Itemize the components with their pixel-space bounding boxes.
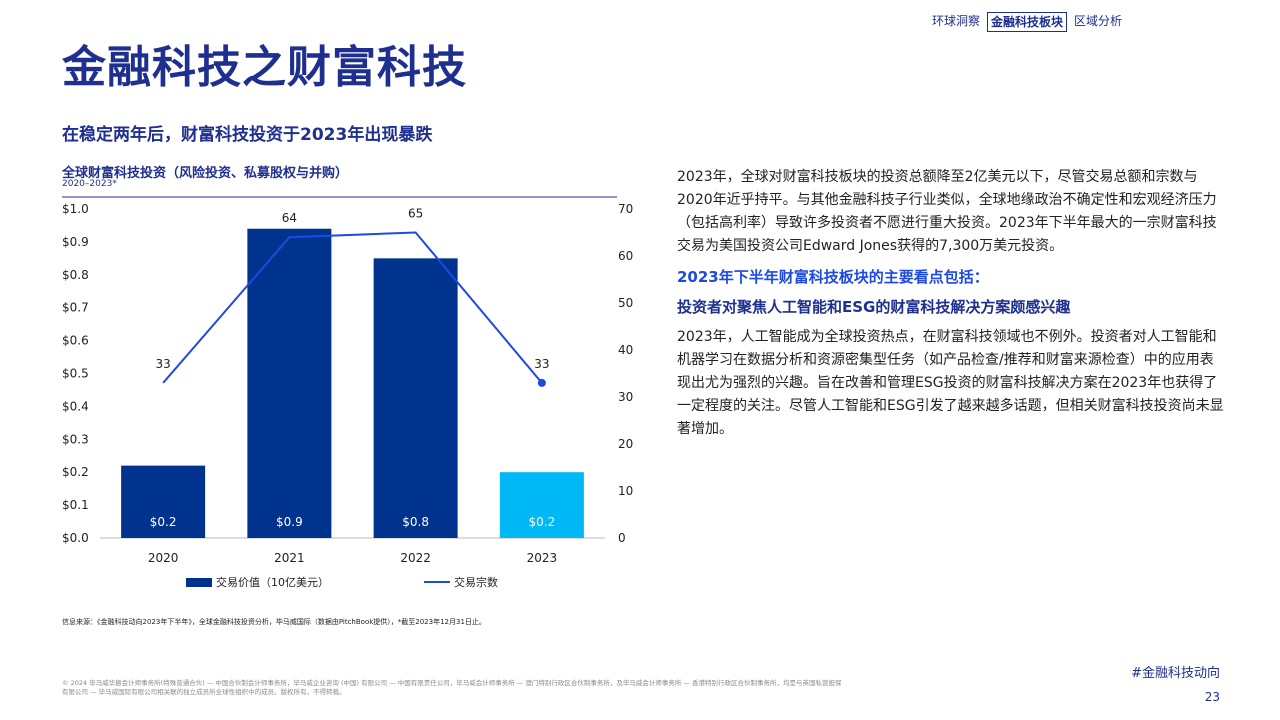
left-axis-tick-label: $0.9	[62, 235, 89, 249]
right-axis-tick-label: 20	[618, 437, 633, 451]
bar-2023	[499, 472, 584, 538]
right-axis-tick-label: 60	[618, 249, 633, 263]
page-number: 23	[1204, 690, 1220, 704]
right-axis-tick-label: 10	[618, 484, 633, 498]
nav-item-global-insights[interactable]: 环球洞察	[932, 14, 981, 28]
legend-swatch-line	[424, 581, 450, 583]
page-subtitle: 在稳定两年后，财富科技投资于2023年出现暴跌	[62, 125, 433, 145]
left-axis-tick-label: $0.7	[62, 301, 89, 315]
bar-2022	[373, 258, 458, 538]
legend-label-deal-value: 交易价值（10亿美元）	[216, 576, 329, 589]
x-axis-tick-label: 2023	[527, 551, 558, 565]
left-axis-tick-label: $0.5	[62, 367, 89, 381]
page-title: 金融科技之财富科技	[62, 42, 467, 93]
highlights-heading: 2023年下半年财富科技板块的主要看点包括：	[677, 268, 989, 286]
x-axis-tick-label: 2022	[400, 551, 431, 565]
left-axis-tick-label: $0.3	[62, 432, 89, 446]
deal-count-point	[537, 378, 546, 387]
deal-count-label: 64	[282, 211, 297, 225]
x-axis-tick-label: 2021	[274, 551, 305, 565]
left-axis-tick-label: $0.0	[62, 531, 89, 545]
bar-value-label: $0.2	[529, 515, 556, 529]
right-axis-tick-label: 0	[618, 531, 626, 545]
left-axis-tick-label: $1.0	[62, 202, 89, 216]
topic-heading: 投资者对聚焦人工智能和ESG的财富科技解决方案颇感兴趣	[677, 298, 1071, 316]
source-note: 信息来源：《金融科技动向2023年下半年》，全球金融科技投资分析，毕马威国际（数…	[62, 618, 486, 626]
bar-value-label: $0.2	[150, 515, 177, 529]
legend-item-deal-value: 交易价值（10亿美元）	[186, 574, 329, 590]
left-axis-tick-label: $0.4	[62, 399, 89, 413]
legend-swatch-bar	[186, 577, 212, 587]
topic-paragraph: 2023年，人工智能成为全球投资热点，在财富科技领域也不例外。投资者对人工智能和…	[677, 329, 1224, 437]
copyright-notice: © 2024 毕马威华振会计师事务所(特殊普通合伙) — 中国合伙制会计师事务所…	[62, 679, 842, 696]
right-axis-tick-label: 30	[618, 390, 633, 404]
right-axis-tick-label: 50	[618, 296, 633, 310]
nav-item-fintech-sector[interactable]: 金融科技板块	[987, 12, 1068, 32]
bar-value-label: $0.8	[402, 515, 429, 529]
top-navigation: 环球洞察 金融科技板块 区域分析	[929, 12, 1125, 32]
deal-count-line	[162, 231, 543, 384]
bar-value-label: $0.9	[276, 515, 303, 529]
right-axis-tick-label: 70	[618, 202, 633, 216]
left-axis-tick-label: $0.8	[62, 268, 89, 282]
nav-item-regional-analysis[interactable]: 区域分析	[1074, 14, 1123, 28]
deal-count-label: 33	[155, 357, 170, 371]
deal-count-label: 33	[534, 357, 549, 371]
left-axis-tick-label: $0.2	[62, 465, 89, 479]
bar-2021	[247, 228, 332, 539]
legend-item-deal-count: 交易宗数	[424, 574, 498, 590]
intro-paragraph: 2023年，全球对财富科技板块的投资总额降至2亿美元以下，尽管交易总额和宗数与2…	[677, 169, 1217, 254]
deal-count-label: 65	[408, 207, 423, 221]
right-axis-tick-label: 40	[618, 343, 633, 357]
legend-label-deal-count: 交易宗数	[454, 576, 498, 589]
hashtag-link[interactable]: #金融科技动向	[1131, 666, 1220, 681]
left-axis-tick-label: $0.6	[62, 334, 89, 348]
x-axis-tick-label: 2020	[148, 551, 179, 565]
left-axis-tick-label: $0.1	[62, 498, 89, 512]
bar-2020	[121, 465, 206, 538]
chart-period: 2020–2023*	[62, 179, 117, 189]
right-column: 2023年，全球对财富科技板块的投资总额降至2亿美元以下，尽管交易总额和宗数与2…	[677, 166, 1225, 449]
wealthtech-investment-chart: $0.0 $0.1 $0.2 $0.3 $0.4 $0.5 $0.6 $0.7 $0.8 $0.9…	[62, 196, 633, 565]
chart-title: 全球财富科技投资（风险投资、私募股权与并购）	[62, 166, 349, 181]
